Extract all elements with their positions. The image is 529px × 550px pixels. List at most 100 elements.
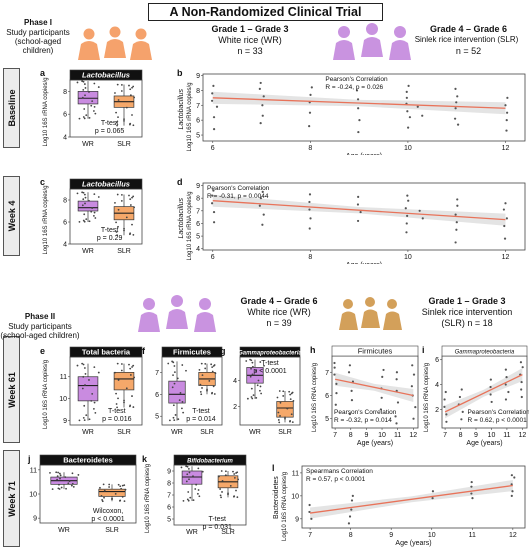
data-point <box>88 220 91 223</box>
data-point <box>212 221 216 224</box>
data-point <box>334 403 337 406</box>
data-point <box>132 364 135 367</box>
phase1-slr-n: n = 52 <box>455 46 482 56</box>
phase2-wr-diet: White rice (WR) <box>247 307 311 317</box>
data-point <box>58 472 61 475</box>
data-point <box>82 80 85 83</box>
data-point <box>460 388 463 391</box>
stat-test: T-test <box>108 408 126 415</box>
data-point <box>356 203 360 206</box>
data-point <box>333 361 336 365</box>
data-point <box>68 480 71 483</box>
data-point <box>172 404 175 407</box>
data-point <box>94 411 97 414</box>
data-point <box>505 376 508 379</box>
y-tick-label: 9 <box>33 516 37 523</box>
data-point <box>224 474 227 477</box>
y-axis-label: Bacteroidetes <box>273 476 280 519</box>
y-axis-label: Log10 16S rRNA copies/g <box>43 77 49 146</box>
x-tick-label: 8 <box>308 254 312 261</box>
strip-label: Gammaproteobacteria <box>238 351 302 357</box>
data-point <box>82 198 85 201</box>
data-point <box>260 392 263 395</box>
data-point <box>180 466 183 469</box>
stat-pvalue: p = 0.016 <box>102 416 131 423</box>
data-point <box>215 105 219 108</box>
data-point <box>187 491 190 493</box>
data-point <box>405 96 408 99</box>
data-point <box>396 401 400 404</box>
strip-label: Firmicutes <box>173 348 211 357</box>
y-tick-label: 9 <box>196 73 200 80</box>
strip-bg <box>161 346 223 358</box>
data-point <box>94 217 97 219</box>
y-tick-label: 6 <box>63 112 67 119</box>
x-axis-label: Age (years) <box>466 440 502 447</box>
stat-pvalue: R = -0.24, p = 0.026 <box>325 84 383 91</box>
data-point <box>511 490 514 493</box>
data-point <box>118 499 121 502</box>
data-point <box>348 412 351 416</box>
data-point <box>206 388 208 391</box>
data-point <box>114 201 116 204</box>
data-point <box>178 399 181 402</box>
strip-bg <box>173 454 247 466</box>
row-label-week61: Week 61 <box>3 336 20 443</box>
y-tick-label: 6 <box>155 392 159 399</box>
data-point <box>456 204 459 207</box>
data-point <box>88 418 91 421</box>
data-point <box>196 492 199 495</box>
data-point <box>407 199 410 202</box>
data-point <box>119 485 122 488</box>
data-point <box>70 484 73 487</box>
data-point <box>251 397 254 400</box>
data-point <box>257 379 260 382</box>
data-point <box>250 387 253 390</box>
data-point <box>114 492 117 495</box>
data-point <box>455 228 458 231</box>
data-point <box>123 401 125 404</box>
phase2-wr-n: n = 39 <box>266 318 292 328</box>
data-point <box>123 484 126 487</box>
data-point <box>335 392 338 395</box>
data-point <box>97 196 100 198</box>
y-tick-label: 5 <box>196 133 200 140</box>
data-point <box>233 473 236 475</box>
y-tick-label: 6 <box>196 221 200 228</box>
y-tick-label: 6 <box>167 505 171 512</box>
data-point <box>308 208 311 211</box>
data-point <box>117 379 120 381</box>
x-axis-label: Age (years) <box>395 540 431 547</box>
data-point <box>85 218 88 221</box>
data-point <box>251 373 254 376</box>
data-point <box>379 408 382 411</box>
data-point <box>129 233 131 236</box>
x-category-label: SLR <box>117 429 131 436</box>
data-point <box>120 200 123 202</box>
data-point <box>91 207 94 209</box>
data-point <box>179 391 182 394</box>
row-label-week71: Week 71 <box>3 450 20 547</box>
data-point <box>185 480 188 483</box>
x-tick-label: 8 <box>349 432 353 439</box>
tan-children-icon <box>339 297 402 330</box>
x-tick-label: 8 <box>308 145 312 152</box>
stat-test: T-test <box>101 120 119 127</box>
data-point <box>261 114 264 117</box>
x-tick-label: 10 <box>378 432 386 439</box>
x-axis-label: Age (years) <box>346 262 382 264</box>
data-point <box>199 383 202 386</box>
data-point <box>350 499 354 502</box>
data-point <box>83 419 86 422</box>
y-tick-label: 7 <box>196 208 200 215</box>
data-point <box>502 208 505 211</box>
data-point <box>258 87 261 90</box>
data-point <box>213 364 216 366</box>
data-point <box>380 396 383 399</box>
data-point <box>394 415 397 418</box>
data-point <box>67 482 70 485</box>
data-point <box>116 362 119 365</box>
data-point <box>103 496 105 499</box>
